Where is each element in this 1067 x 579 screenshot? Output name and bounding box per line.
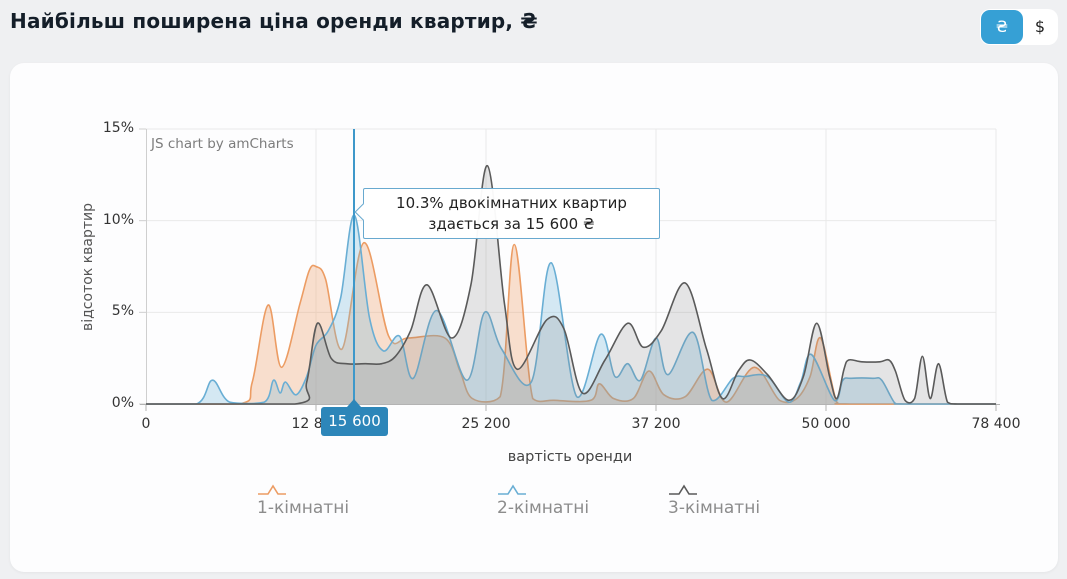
legend-item-3-room[interactable]: 3-кімнатні [668,482,760,518]
cursor-value-balloon: 15 600 [321,399,388,436]
amcharts-credit: JS chart by amCharts [151,136,294,152]
currency-usd-button[interactable]: $ [1023,10,1057,44]
legend-label: 2-кімнатні [497,498,590,518]
y-axis-label: 0% [111,395,134,411]
line-series-marker-icon [258,484,286,495]
x-axis-label: 0 [141,416,151,432]
legend-item-1-room[interactable]: 1-кімнатні [257,482,349,518]
y-axis-label: 15% [102,120,134,136]
chart-plot-area[interactable] [139,128,1000,412]
line-series-marker-icon [669,484,697,495]
page-title: Найбільш поширена ціна оренди квартир, ₴ [10,9,538,33]
chart-card [10,63,1058,572]
legend-item-2-room[interactable]: 2-кімнатні [497,482,589,518]
series-line-1-кімнатні [145,241,996,405]
line-series-marker-icon [498,484,526,495]
series-area-2-кімнатні [146,215,996,404]
series-line-3-кімнатні [145,164,996,405]
series-line-2-кімнатні [145,214,996,405]
chart-cursor-line [353,129,355,404]
tooltip-line-1: 10.3% двокімнатних квартир [396,194,627,212]
x-axis-label: 50 000 [801,416,851,432]
currency-toggle: ₴ $ [980,9,1058,45]
y-axis-label: 5% [111,303,134,320]
tooltip-line-2: здається за 15 600 ₴ [428,215,595,233]
y-axis-title: відсоток квартир [80,202,96,332]
currency-uah-button[interactable]: ₴ [981,10,1023,44]
chart-tooltip: 10.3% двокімнатних квартир здається за 1… [354,188,660,239]
legend-label: 1-кімнатні [257,498,350,518]
legend-label: 3-кімнатні [668,498,761,518]
x-axis-label: 78 400 [971,416,1021,432]
y-axis-label: 10% [102,211,134,228]
x-axis-label: 25 200 [461,416,511,432]
x-axis-label: 37 200 [631,416,681,432]
x-axis-title: вартість оренди [507,449,633,465]
